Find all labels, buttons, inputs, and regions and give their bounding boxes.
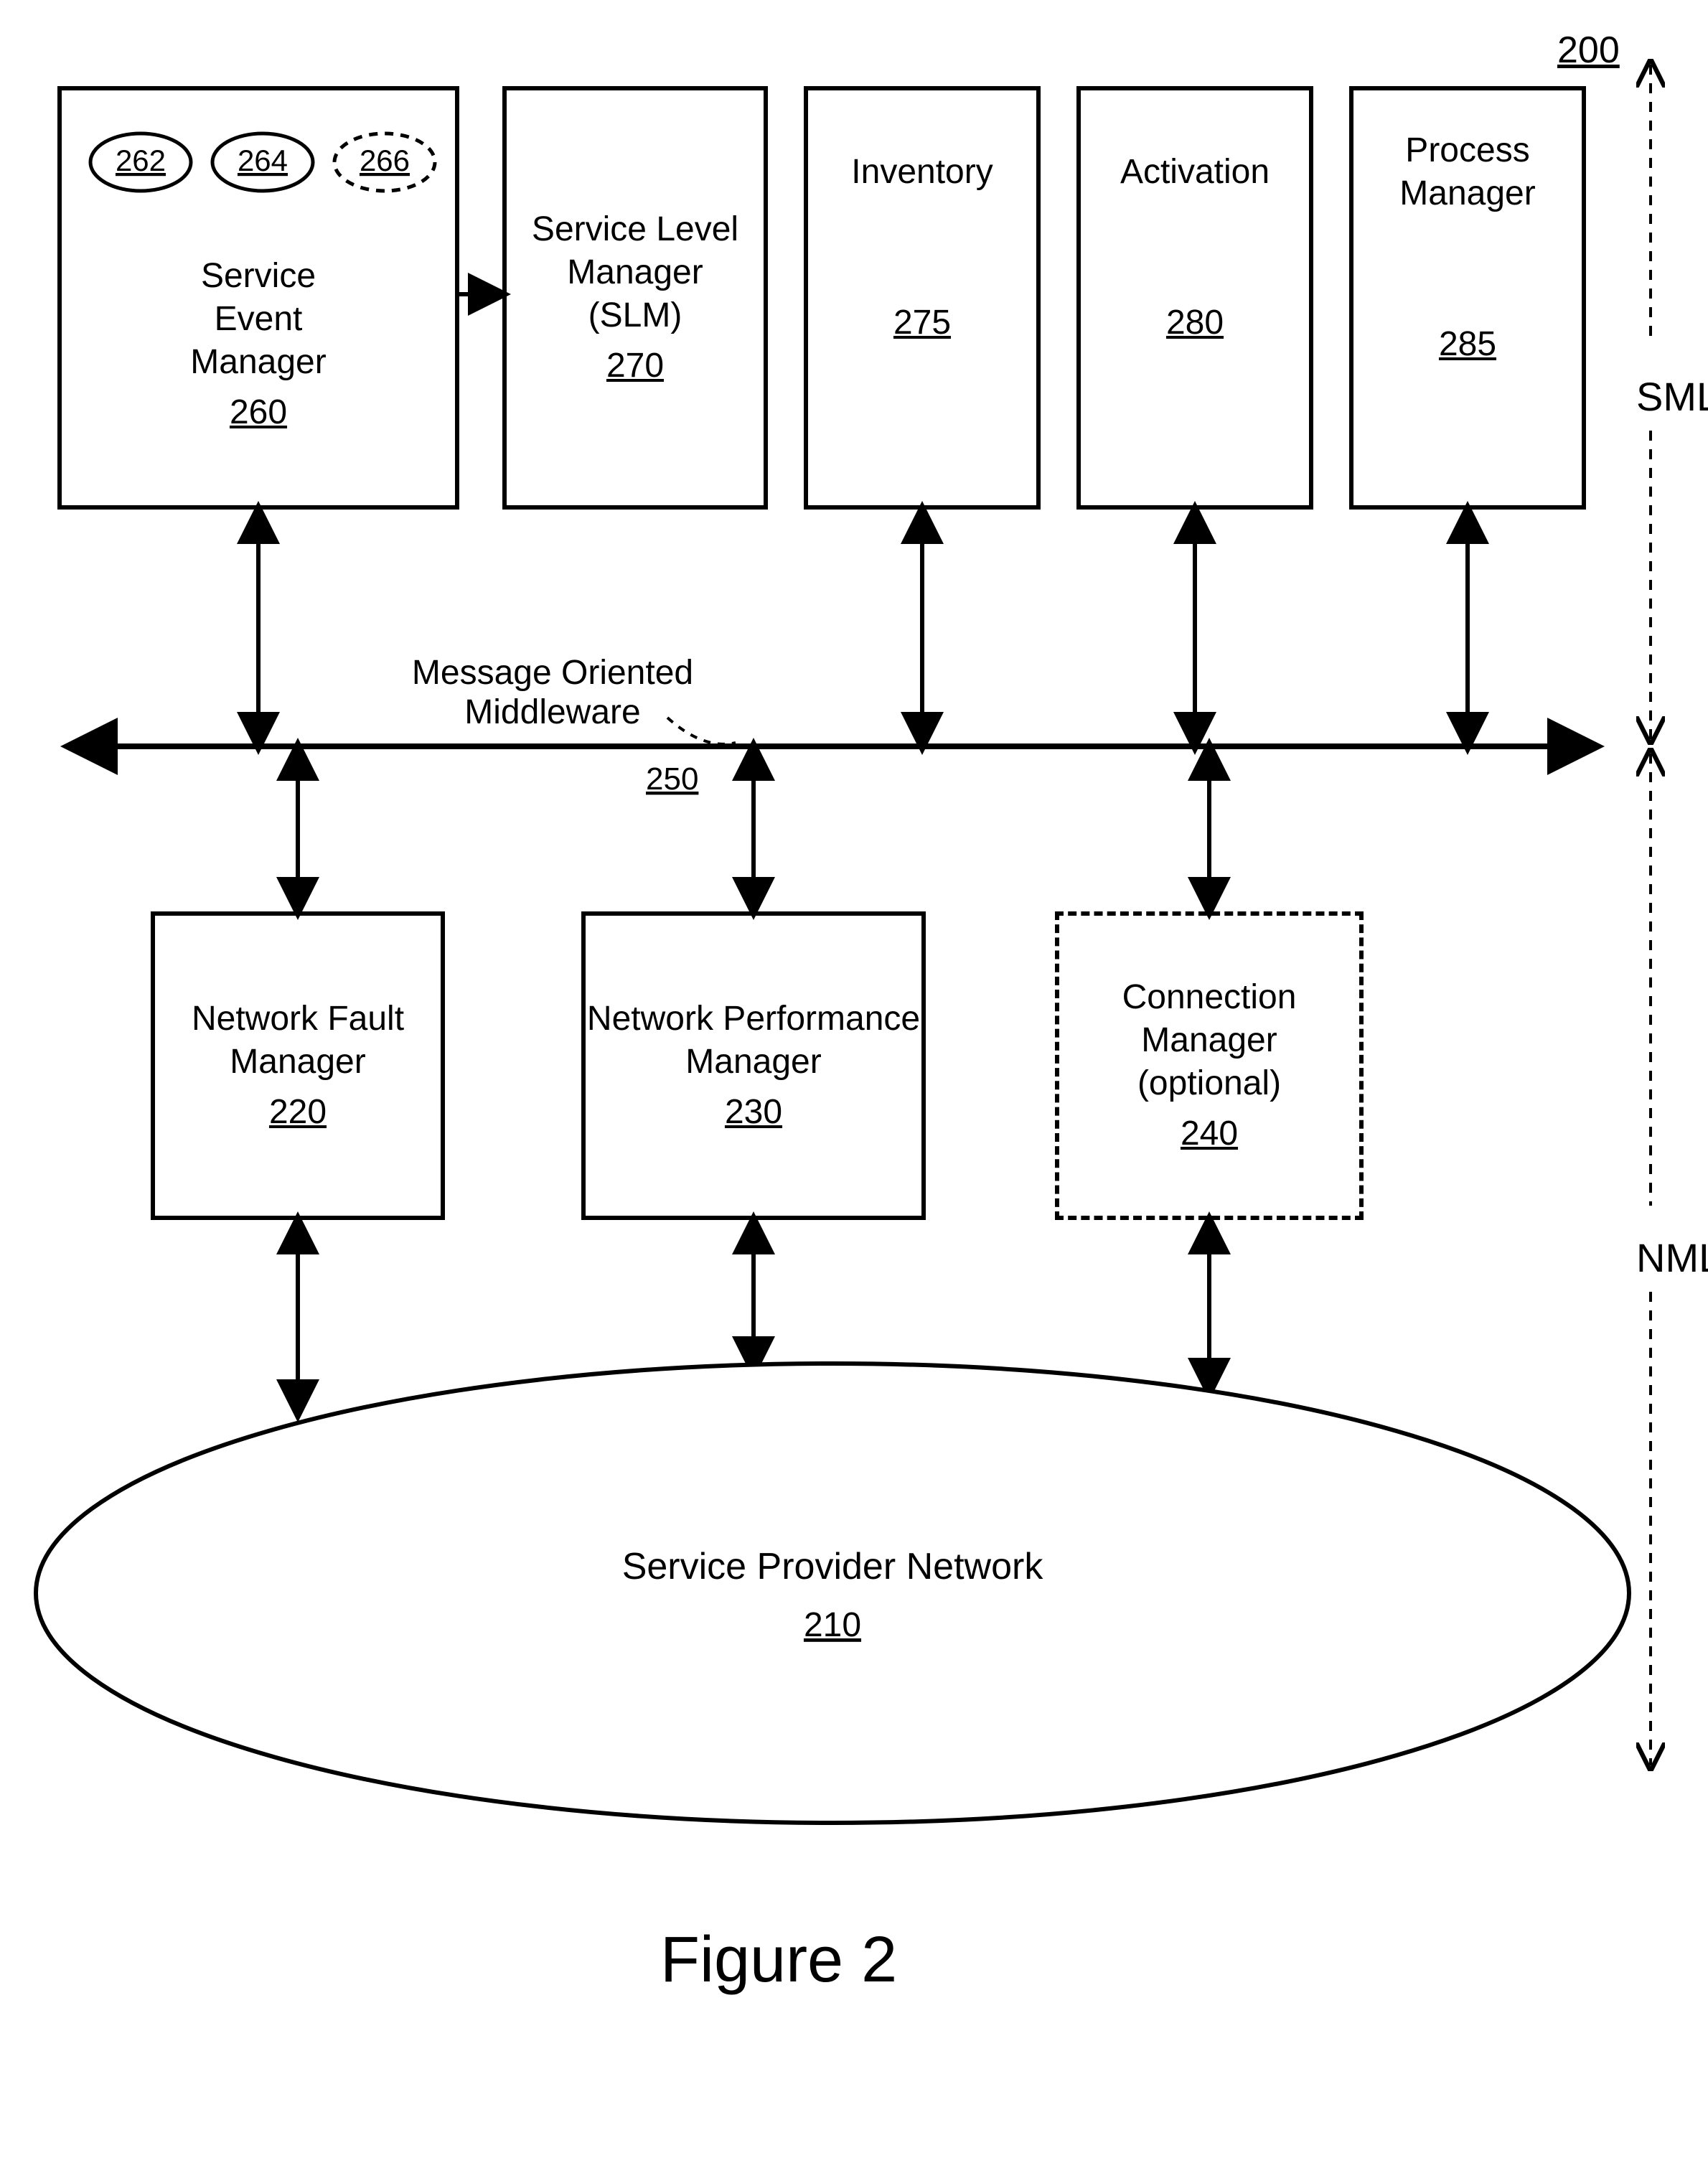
box-network-performance-manager: Network Performance Manager 230 (581, 911, 926, 1220)
layer-sml-label: SML (1636, 373, 1708, 420)
conn-ref: 240 (1181, 1112, 1238, 1155)
box-network-fault-manager: Network Fault Manager 220 (151, 911, 445, 1220)
bus-label: Message Oriented Middleware (409, 653, 696, 732)
network-ref: 210 (804, 1606, 861, 1644)
layer-nml-label: NML (1636, 1234, 1708, 1281)
sem-label: Service Event Manager (190, 255, 326, 384)
service-provider-network (36, 1364, 1629, 1823)
slm-ref: 270 (606, 344, 664, 388)
network-label: Service Provider Network (622, 1546, 1044, 1587)
sem-pill-3: 266 (360, 144, 410, 177)
box-inventory: Inventory 275 (804, 86, 1041, 510)
nfm-label: Network Fault Manager (192, 998, 404, 1084)
box-activation: Activation 280 (1076, 86, 1313, 510)
activation-ref: 280 (1166, 301, 1224, 344)
npm-ref: 230 (725, 1091, 782, 1134)
box-sem: 262 264 266 Service Event Manager 260 (57, 86, 459, 510)
inventory-ref: 275 (893, 301, 951, 344)
sem-pill-1: 262 (116, 144, 166, 177)
figure-ref: 200 (1557, 29, 1620, 72)
activation-label: Activation (1120, 151, 1270, 194)
nfm-ref: 220 (269, 1091, 327, 1134)
figure-title: Figure 2 (660, 1923, 897, 1997)
process-manager-label: Process Manager (1399, 129, 1535, 215)
inventory-label: Inventory (851, 151, 993, 194)
npm-label: Network Performance Manager (587, 998, 920, 1084)
slm-label: Service Level Manager (SLM) (532, 208, 738, 337)
sem-ref: 260 (230, 391, 287, 434)
box-slm: Service Level Manager (SLM) 270 (502, 86, 768, 510)
sem-pill-2: 264 (238, 144, 288, 177)
box-process-manager: Process Manager 285 (1349, 86, 1586, 510)
process-manager-ref: 285 (1439, 323, 1496, 366)
bus-ref: 250 (646, 761, 698, 797)
conn-label: Connection Manager (optional) (1122, 976, 1297, 1105)
box-connection-manager: Connection Manager (optional) 240 (1055, 911, 1364, 1220)
